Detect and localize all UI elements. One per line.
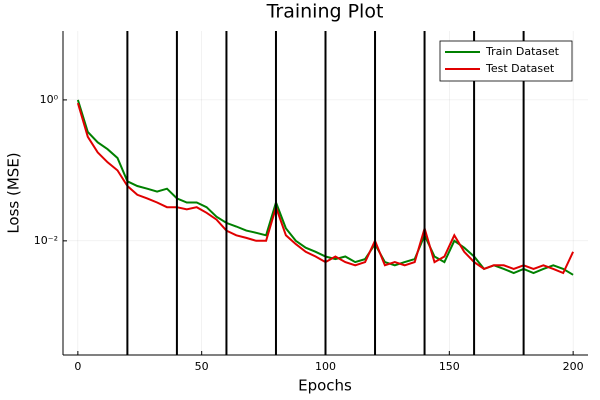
legend-label: Train Dataset <box>485 45 560 58</box>
y-tick-label: 10⁻² <box>34 234 58 247</box>
x-tick-label: 200 <box>563 360 584 373</box>
chart-title: Training Plot <box>266 1 384 23</box>
legend-label: Test Dataset <box>485 62 555 75</box>
y-axis-label: Loss (MSE) <box>5 152 23 233</box>
y-tick-label: 10⁰ <box>40 93 59 106</box>
x-tick-label: 100 <box>315 360 336 373</box>
legend-box <box>439 40 573 82</box>
x-axis-label: Epochs <box>298 377 352 395</box>
x-tick-label: 150 <box>439 360 460 373</box>
x-tick-label: 0 <box>74 360 81 373</box>
x-tick-label: 50 <box>195 360 209 373</box>
